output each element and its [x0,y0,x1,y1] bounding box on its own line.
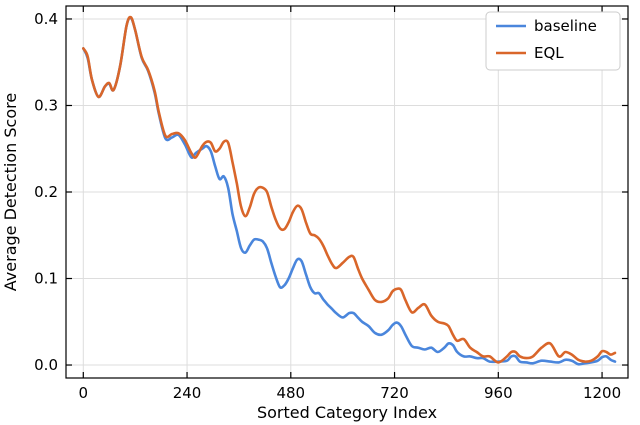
x-tick-label: 240 [173,384,202,402]
x-tick-label: 0 [79,384,89,402]
y-tick-label: 0.1 [34,270,58,288]
axis-ticks [66,6,628,378]
series-line-eql [82,15,617,364]
y-axis-title: Average Detection Score [1,93,20,291]
series-lines [82,15,617,366]
x-tick-label: 1200 [583,384,621,402]
x-axis-title: Sorted Category Index [257,403,437,422]
x-tick-label: 960 [484,384,513,402]
x-tick-label: 720 [380,384,409,402]
series-line-baseline [82,16,617,366]
x-tick-label: 480 [276,384,305,402]
y-tick-label: 0.4 [34,10,58,28]
legend: baseline EQL [485,11,621,71]
tick-labels: 0 240 480 720 960 1200 0.0 0.1 0.2 0.3 0.4 [34,10,621,402]
legend-label-eql: EQL [534,44,564,62]
y-tick-label: 0.2 [34,183,58,201]
y-tick-label: 0.0 [34,356,58,374]
y-tick-label: 0.3 [34,96,58,114]
legend-label-baseline: baseline [534,17,597,35]
